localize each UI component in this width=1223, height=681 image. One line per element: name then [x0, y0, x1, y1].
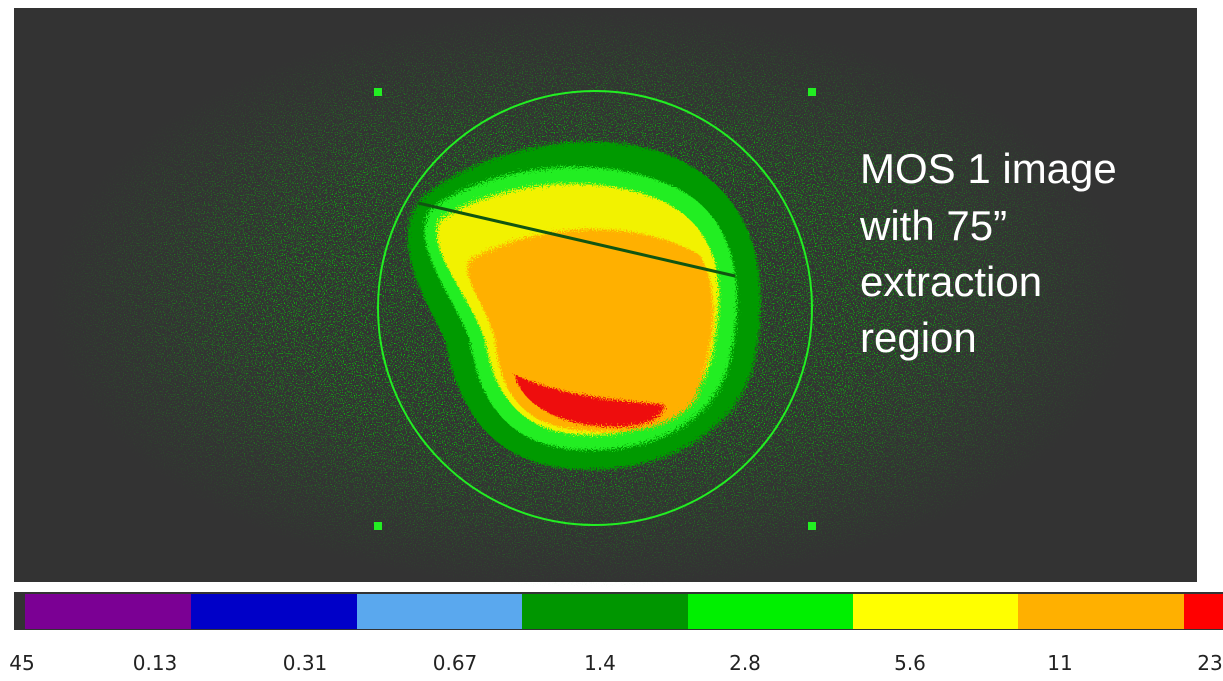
colorbar-label: 45 — [9, 651, 34, 675]
colorbar-label: 2.8 — [729, 651, 761, 675]
color-segment — [1184, 594, 1223, 629]
colorbar-label: 11 — [1047, 651, 1072, 675]
colorbar-labels: 45 0.13 0.31 0.67 1.4 2.8 5.6 11 23 — [9, 651, 1222, 675]
handle — [808, 88, 816, 96]
extraction-region — [377, 90, 813, 526]
color-segment — [191, 594, 357, 629]
colorbar-label: 0.67 — [433, 651, 478, 675]
annotation-line: MOS 1 image — [860, 145, 1117, 192]
remnant — [407, 141, 761, 470]
handle — [374, 522, 382, 530]
gap-line — [417, 201, 736, 278]
color-segment — [25, 594, 191, 629]
colorbar-label: 23 — [1197, 651, 1222, 675]
colorbar-label: 0.31 — [283, 651, 328, 675]
color-segment — [357, 594, 522, 629]
colorbar — [14, 592, 1223, 630]
handle — [374, 88, 382, 96]
annotation-line: extraction — [860, 258, 1042, 305]
color-segment — [688, 594, 853, 629]
handle — [808, 522, 816, 530]
color-segment — [853, 594, 1018, 629]
annotation: MOS 1 image with 75” extraction region — [859, 145, 1117, 361]
colorbar-label: 0.13 — [133, 651, 178, 675]
color-segment — [522, 594, 688, 629]
color-segment — [1018, 594, 1184, 629]
annotation-line: with 75” — [859, 202, 1007, 249]
colorbar-label: 1.4 — [584, 651, 616, 675]
annotation-line: region — [860, 314, 977, 361]
colorbar-label: 5.6 — [894, 651, 926, 675]
